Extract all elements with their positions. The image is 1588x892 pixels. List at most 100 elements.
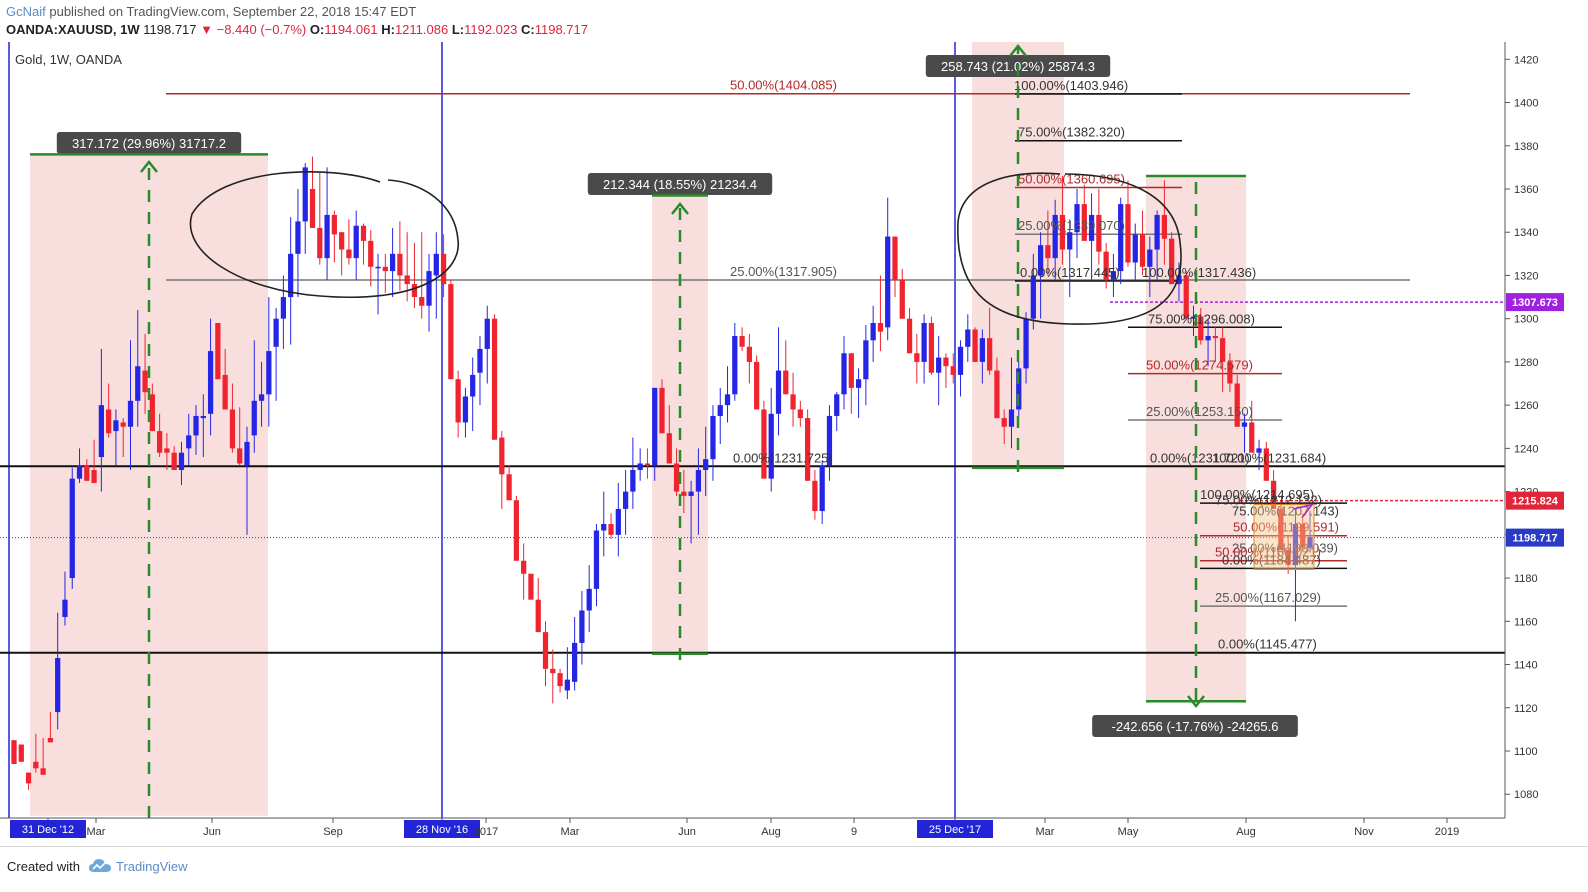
fib-label: 75.00%(1296.008): [1148, 311, 1255, 326]
price-axis[interactable]: 1080110011201140116011801200122012401260…: [1504, 42, 1588, 846]
fib-label: 0.00%(1184.487): [1222, 552, 1321, 567]
fib-label: 25.00%(1317.905): [730, 264, 837, 279]
author-link[interactable]: GcNaif: [6, 4, 46, 19]
open-value: 1194.061: [324, 22, 378, 37]
candle-body: [1212, 335, 1218, 339]
price-tick-label: 1300: [1514, 314, 1538, 326]
candle-body: [491, 318, 498, 440]
candle-body: [1234, 383, 1240, 427]
candle-body: [266, 351, 272, 395]
candle-body: [18, 744, 24, 762]
time-tick-label: Mar: [87, 826, 106, 838]
candle-body: [695, 469, 702, 492]
candle-body: [353, 225, 359, 259]
candle-body: [106, 409, 112, 434]
candle-body: [535, 599, 541, 633]
candle-body: [499, 437, 505, 475]
price-badge-label: 1215.824: [1512, 496, 1559, 508]
fib-label: 25.00%(1253.150): [1146, 404, 1253, 419]
candle-body: [739, 335, 745, 347]
price-tick-label: 1180: [1514, 573, 1538, 585]
time-tick-label: Mar: [1036, 826, 1055, 838]
fib-label: 75.00%(1207.143): [1232, 503, 1339, 518]
candle-body: [382, 266, 388, 272]
candle-body: [397, 253, 403, 276]
fib-label: 25.00%(1190.039): [1232, 540, 1338, 555]
time-tick-label: Jun: [678, 826, 696, 838]
candle-body: [11, 740, 17, 764]
price-chart[interactable]: 50.00%(1404.085) 100.00%(1403.946) 75.00%(…: [0, 42, 1588, 846]
candle-body: [1256, 448, 1262, 453]
hand-ellipse-circle: [189, 171, 459, 298]
measure-badge: -242.656 (-17.76%) -24265.6: [1112, 719, 1279, 734]
price-tick-label: 1120: [1514, 703, 1538, 715]
candle-body: [1125, 204, 1131, 263]
candle-body: [113, 420, 119, 432]
candle-body: [47, 738, 54, 743]
candle-body: [1059, 214, 1066, 250]
candle-body: [229, 409, 236, 449]
price-tick-label: 1080: [1514, 789, 1538, 801]
candle-body: [542, 632, 549, 669]
candle-body: [746, 346, 752, 362]
candle-body: [1147, 249, 1153, 267]
candle-body: [1285, 549, 1291, 566]
candle-body: [164, 448, 170, 453]
fib-label: 75.00%(1382.320): [1018, 125, 1125, 140]
candle-body: [630, 469, 636, 492]
candle-body: [1292, 524, 1299, 566]
candle-body: [659, 387, 665, 434]
candle-body: [761, 409, 767, 479]
horizontal-levels: [0, 92, 1505, 654]
published-text: published on TradingView.com, September …: [49, 4, 417, 19]
candle-body: [389, 253, 396, 272]
price-tick-label: 1420: [1514, 54, 1538, 66]
candle-body: [346, 249, 352, 259]
vertical-lines: [8, 42, 956, 818]
measure-arrow-up-head: [1009, 43, 1027, 57]
tradingview-brand-link[interactable]: TradingView: [116, 859, 188, 874]
footer: Created with TradingView: [0, 846, 1588, 892]
time-tick-label: 25 Dec '17: [929, 824, 981, 836]
measure-badge: 317.172 (29.96%) 31717.2: [72, 136, 226, 151]
candle-body: [644, 463, 651, 466]
candle-body: [1110, 271, 1117, 280]
candle-body: [288, 253, 294, 298]
price-tick-label: 1320: [1514, 270, 1538, 282]
candle-body: [1220, 338, 1226, 362]
price-badge: [1506, 293, 1564, 312]
time-axis[interactable]: 31 Dec '12 Mar Jun Sep 28 Nov '16 2017 Mar Jun A…: [0, 817, 1505, 838]
open-label: O:: [309, 22, 325, 37]
candle-body: [724, 394, 731, 406]
candle-body: [84, 465, 90, 481]
candle-body: [994, 370, 1000, 419]
candle-body: [317, 227, 323, 259]
candle-body: [1001, 418, 1007, 427]
candle-body: [1270, 480, 1277, 509]
price-tick-label: 1140: [1514, 660, 1538, 672]
candle-body: [688, 491, 694, 496]
candle-body: [906, 318, 913, 354]
candle-body: [171, 452, 177, 470]
time-tick-label: Aug: [761, 826, 781, 838]
candle-body: [855, 379, 862, 388]
candle-body: [1103, 251, 1109, 280]
candle-body: [790, 394, 796, 410]
measure-arrow-up-head: [671, 201, 689, 215]
fib-label: 100.00%(1231.684): [1212, 450, 1326, 465]
candle-body: [936, 357, 942, 373]
candle-body: [987, 338, 993, 371]
candle-body: [135, 366, 141, 401]
candle-body: [368, 240, 374, 267]
fib-label: 0.00%(1231.725): [733, 450, 833, 465]
candle-body: [797, 409, 803, 419]
low-value: 1192.023: [464, 22, 518, 37]
time-tick-label: 9: [851, 826, 857, 838]
close-value: 1198.717: [534, 22, 588, 37]
candle-body: [244, 441, 250, 466]
candle-body: [637, 463, 643, 470]
candle-body: [1300, 524, 1306, 548]
candle-body: [1169, 238, 1175, 285]
tradingview-cloud-icon: [89, 859, 111, 872]
candle-body: [69, 478, 75, 579]
